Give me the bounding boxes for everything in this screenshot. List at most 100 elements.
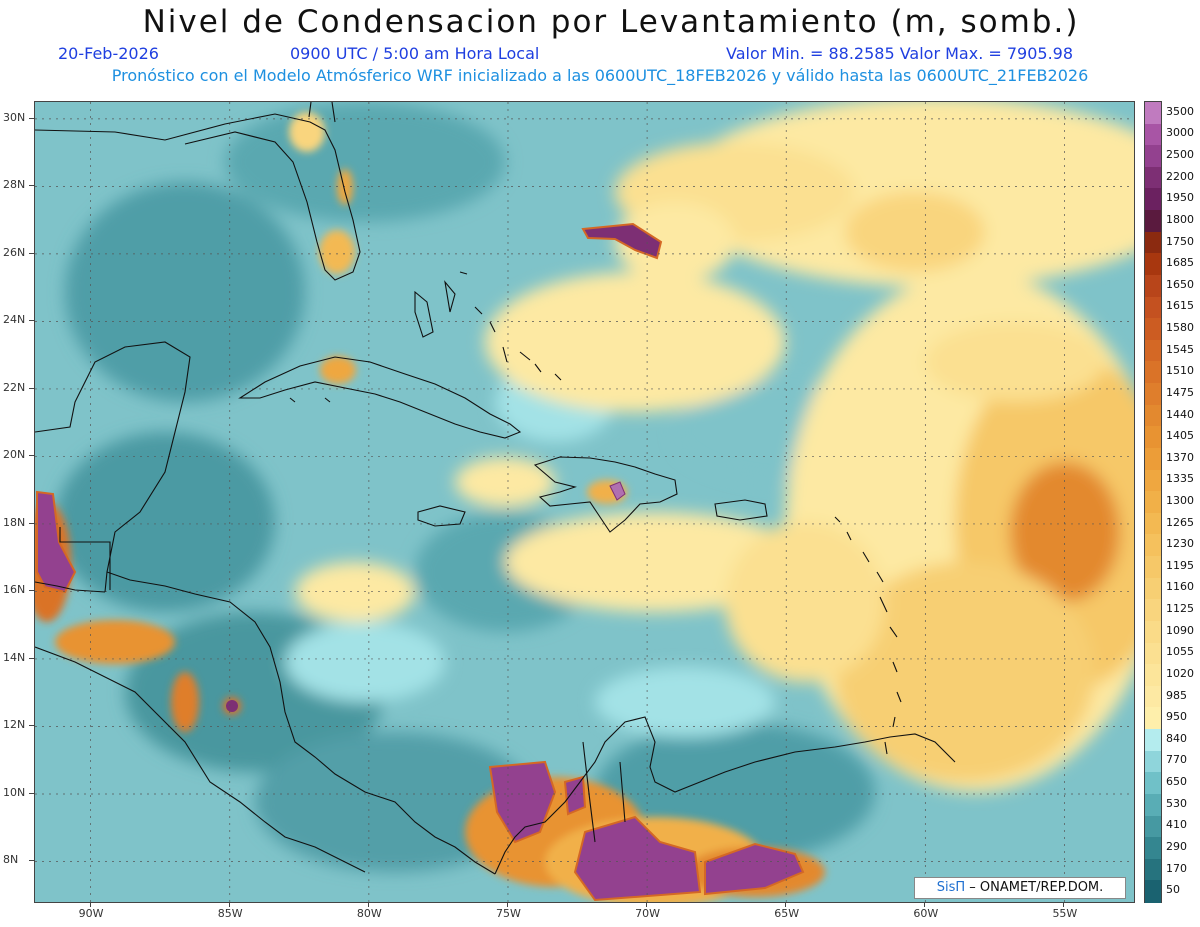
lat-label: 30N — [3, 110, 26, 124]
colorbar-swatch — [1145, 793, 1161, 817]
colorbar-swatch — [1145, 491, 1161, 514]
colorbar-label: 50 — [1166, 883, 1180, 897]
colorbar-label: 950 — [1166, 710, 1187, 724]
forecast-map — [34, 101, 1135, 903]
colorbar-label: 1055 — [1166, 645, 1194, 659]
lon-tick — [228, 902, 230, 907]
colorbar-label: 1370 — [1166, 450, 1194, 464]
colorbar-label: 1440 — [1166, 407, 1194, 421]
colorbar-swatch — [1145, 210, 1161, 233]
colorbar-label: 1195 — [1166, 558, 1194, 572]
colorbar-swatch — [1145, 880, 1161, 903]
colorbar-swatch — [1145, 534, 1161, 557]
colorbar-swatch — [1145, 339, 1161, 363]
colorbar-swatch — [1145, 599, 1161, 622]
lat-tick — [29, 117, 34, 119]
lon-tick — [1063, 902, 1065, 907]
lat-tick — [29, 320, 34, 322]
colorbar-label: 770 — [1166, 753, 1187, 767]
lon-label: 80W — [356, 907, 382, 920]
forecast-time: 0900 UTC / 5:00 am Hora Local — [290, 44, 540, 63]
colorbar-swatch — [1145, 102, 1161, 125]
value-range: Valor Min. = 88.2585 Valor Max. = 7905.9… — [726, 44, 1074, 63]
lat-tick — [29, 590, 34, 592]
lon-label: 65W — [774, 907, 800, 920]
lat-label: 20N — [3, 448, 26, 462]
lon-tick — [367, 902, 369, 907]
lat-tick — [29, 387, 34, 389]
colorbar-swatch — [1145, 620, 1161, 644]
lon-tick — [924, 902, 926, 907]
colorbar-label: 1405 — [1166, 429, 1194, 443]
colorbar-label: 3000 — [1166, 126, 1194, 140]
colorbar-swatch — [1145, 837, 1161, 860]
lon-label: 60W — [913, 907, 939, 920]
colorbar-label: 1510 — [1166, 364, 1194, 378]
colorbar-swatch — [1145, 166, 1161, 190]
colorbar-swatch — [1145, 858, 1161, 881]
colorbar-label: 1750 — [1166, 234, 1194, 248]
lon-tick — [785, 902, 787, 907]
sisp-logo-text: SisΠ — [936, 880, 966, 895]
colorbar-label: 530 — [1166, 796, 1187, 810]
colorbar-label: 170 — [1166, 861, 1187, 875]
lat-label: 8N — [3, 853, 19, 867]
colorbar-label: 1615 — [1166, 299, 1194, 313]
forecast-date: 20-Feb-2026 — [58, 44, 159, 63]
colorbar-label: 3500 — [1166, 104, 1194, 118]
lat-tick — [29, 185, 34, 187]
colorbar-swatch — [1145, 750, 1161, 773]
lat-label: 16N — [3, 583, 26, 597]
colorbar-label: 1475 — [1166, 385, 1194, 399]
lat-label: 22N — [3, 380, 26, 394]
graticule — [35, 102, 1134, 902]
colorbar-label: 650 — [1166, 775, 1187, 789]
colorbar-label: 1265 — [1166, 515, 1194, 529]
lat-label: 28N — [3, 178, 26, 192]
colorbar-swatch — [1145, 296, 1161, 319]
colorbar-swatch — [1145, 361, 1161, 384]
colorbar-swatch — [1145, 707, 1161, 730]
model-info: Pronóstico con el Modelo Atmósferico WRF… — [111, 66, 1089, 85]
colorbar-swatch — [1145, 664, 1161, 687]
colorbar-swatch — [1145, 404, 1161, 427]
colorbar-swatch — [1145, 512, 1161, 536]
lat-label: 18N — [3, 515, 26, 529]
colorbar-label: 2500 — [1166, 148, 1194, 162]
colorbar-swatch — [1145, 577, 1161, 600]
colorbar-swatch — [1145, 447, 1161, 471]
lat-label: 12N — [3, 718, 26, 732]
map-title: Nivel de Condensacion por Levantamiento … — [142, 4, 1080, 40]
lon-label: 55W — [1052, 907, 1078, 920]
colorbar-label: 985 — [1166, 688, 1187, 702]
lon-label: 75W — [495, 907, 521, 920]
colorbar-label: 840 — [1166, 731, 1187, 745]
colorbar-label: 1090 — [1166, 623, 1194, 637]
lon-tick — [89, 902, 91, 907]
lat-label: 14N — [3, 650, 26, 664]
colorbar-swatch — [1145, 772, 1161, 795]
colorbar-swatch — [1145, 123, 1161, 146]
colorbar-label: 2200 — [1166, 169, 1194, 183]
colorbar-label: 1160 — [1166, 580, 1194, 594]
colorbar-swatch — [1145, 469, 1161, 492]
colorbar — [1144, 101, 1162, 903]
colorbar-swatch — [1145, 231, 1161, 254]
colorbar-swatch — [1145, 274, 1161, 298]
colorbar-swatch — [1145, 642, 1161, 665]
lat-tick — [29, 455, 34, 457]
colorbar-label: 1230 — [1166, 537, 1194, 551]
lat-tick — [29, 522, 34, 524]
colorbar-swatch — [1145, 556, 1161, 579]
colorbar-label: 1650 — [1166, 277, 1194, 291]
colorbar-label: 290 — [1166, 839, 1187, 853]
lat-tick — [29, 792, 34, 794]
colorbar-label: 1125 — [1166, 602, 1194, 616]
colorbar-label: 410 — [1166, 818, 1187, 832]
lat-tick — [29, 725, 34, 727]
colorbar-swatch — [1145, 145, 1161, 168]
lon-label: 70W — [635, 907, 660, 920]
colorbar-swatch — [1145, 815, 1161, 838]
lat-tick — [29, 657, 34, 659]
colorbar-label: 1800 — [1166, 212, 1194, 226]
